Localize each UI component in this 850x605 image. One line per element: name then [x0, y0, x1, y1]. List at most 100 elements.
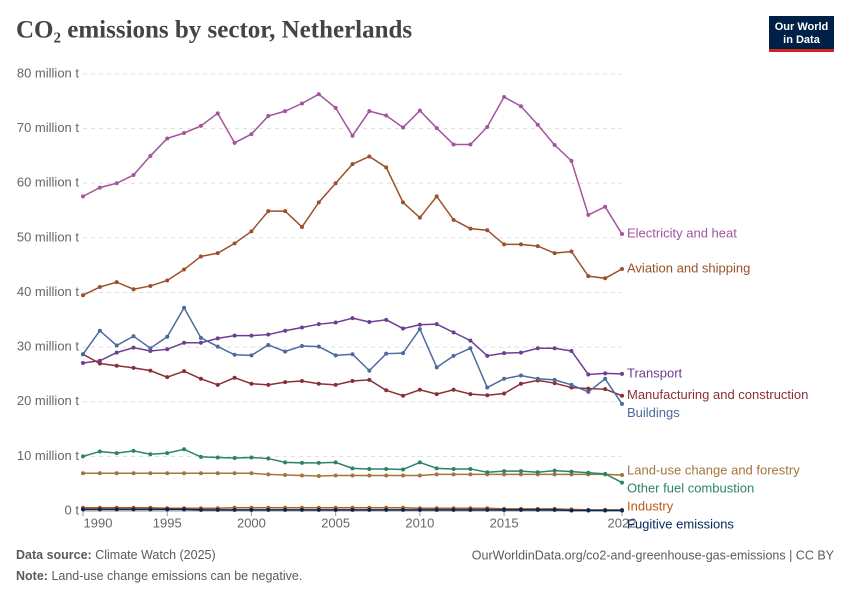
data-point — [367, 319, 372, 324]
data-point — [518, 373, 523, 378]
data-point — [165, 334, 170, 339]
x-tick-label: 2022 — [608, 515, 637, 530]
data-point — [97, 471, 102, 476]
data-point — [266, 209, 271, 214]
series — [81, 447, 624, 485]
data-point — [198, 507, 203, 512]
data-point — [165, 375, 170, 380]
data-point — [283, 507, 288, 512]
note-label: Note: — [16, 569, 48, 583]
data-point — [131, 334, 136, 339]
data-point — [384, 113, 389, 118]
data-point — [603, 508, 608, 513]
data-point — [502, 469, 507, 474]
data-point — [299, 325, 304, 330]
data-point — [451, 507, 456, 512]
data-point — [434, 507, 439, 512]
data-point — [384, 388, 389, 393]
series — [81, 305, 624, 406]
source-label: Data source: — [16, 548, 92, 562]
data-point — [603, 376, 608, 381]
logo-box — [769, 16, 834, 52]
data-point — [350, 378, 355, 383]
data-point — [350, 316, 355, 321]
data-point — [603, 204, 608, 209]
data-point — [586, 508, 591, 513]
data-point — [552, 468, 557, 473]
data-point — [316, 507, 321, 512]
data-point — [401, 351, 406, 356]
data-point — [114, 363, 119, 368]
data-point — [518, 381, 523, 386]
data-point — [468, 507, 473, 512]
data-point — [114, 343, 119, 348]
x-tick-label: 2000 — [237, 515, 266, 530]
data-point — [182, 369, 187, 374]
data-point — [333, 181, 338, 186]
data-point — [417, 387, 422, 392]
data-point — [114, 181, 119, 186]
data-point — [384, 317, 389, 322]
data-point — [518, 469, 523, 474]
data-point — [215, 455, 220, 460]
data-point — [417, 108, 422, 113]
data-point — [367, 507, 372, 512]
data-point — [535, 507, 540, 512]
data-point — [165, 451, 170, 456]
data-point — [586, 274, 591, 279]
data-point — [569, 469, 574, 474]
data-point — [131, 471, 136, 476]
data-point — [198, 340, 203, 345]
data-point — [620, 371, 624, 376]
data-point — [283, 349, 288, 354]
data-point — [468, 226, 473, 231]
y-tick-label: 60 million t — [17, 175, 80, 190]
data-point — [333, 382, 338, 387]
data-point — [165, 507, 170, 512]
data-point — [316, 322, 321, 327]
data-point — [384, 507, 389, 512]
data-point — [552, 251, 557, 256]
x-tick-label: 2010 — [405, 515, 434, 530]
data-point — [97, 185, 102, 190]
source-text: Climate Watch (2025) — [95, 548, 215, 562]
data-point — [249, 229, 254, 234]
data-point — [299, 101, 304, 106]
x-tick-label: 1990 — [84, 515, 113, 530]
data-point — [417, 215, 422, 220]
data-point — [451, 353, 456, 358]
data-point — [620, 508, 624, 513]
legend-label: Transport — [627, 365, 683, 380]
data-point — [384, 473, 389, 478]
data-point — [384, 165, 389, 170]
data-point — [148, 507, 153, 512]
data-point — [485, 507, 490, 512]
data-point — [434, 322, 439, 327]
logo-text: in Data — [783, 34, 821, 46]
data-point — [502, 391, 507, 396]
data-point — [518, 472, 523, 477]
data-point — [367, 154, 372, 159]
data-point — [114, 350, 119, 355]
legend-label: Aviation and shipping — [627, 260, 750, 275]
data-point — [182, 447, 187, 452]
data-point — [266, 342, 271, 347]
data-point — [333, 473, 338, 478]
data-point — [535, 244, 540, 249]
data-point — [552, 381, 557, 386]
data-point — [299, 507, 304, 512]
data-point — [182, 130, 187, 135]
url: OurWorldinData.org/co2-and-greenhouse-ga… — [472, 548, 835, 562]
data-point — [232, 352, 237, 357]
data-point — [367, 109, 372, 114]
data-point — [485, 470, 490, 475]
data-point — [198, 471, 203, 476]
data-point — [81, 454, 85, 459]
data-point — [417, 327, 422, 332]
data-point — [249, 353, 254, 358]
data-point — [333, 460, 338, 465]
data-point — [502, 351, 507, 356]
data-point — [552, 507, 557, 512]
data-point — [451, 472, 456, 477]
data-point — [114, 507, 119, 512]
